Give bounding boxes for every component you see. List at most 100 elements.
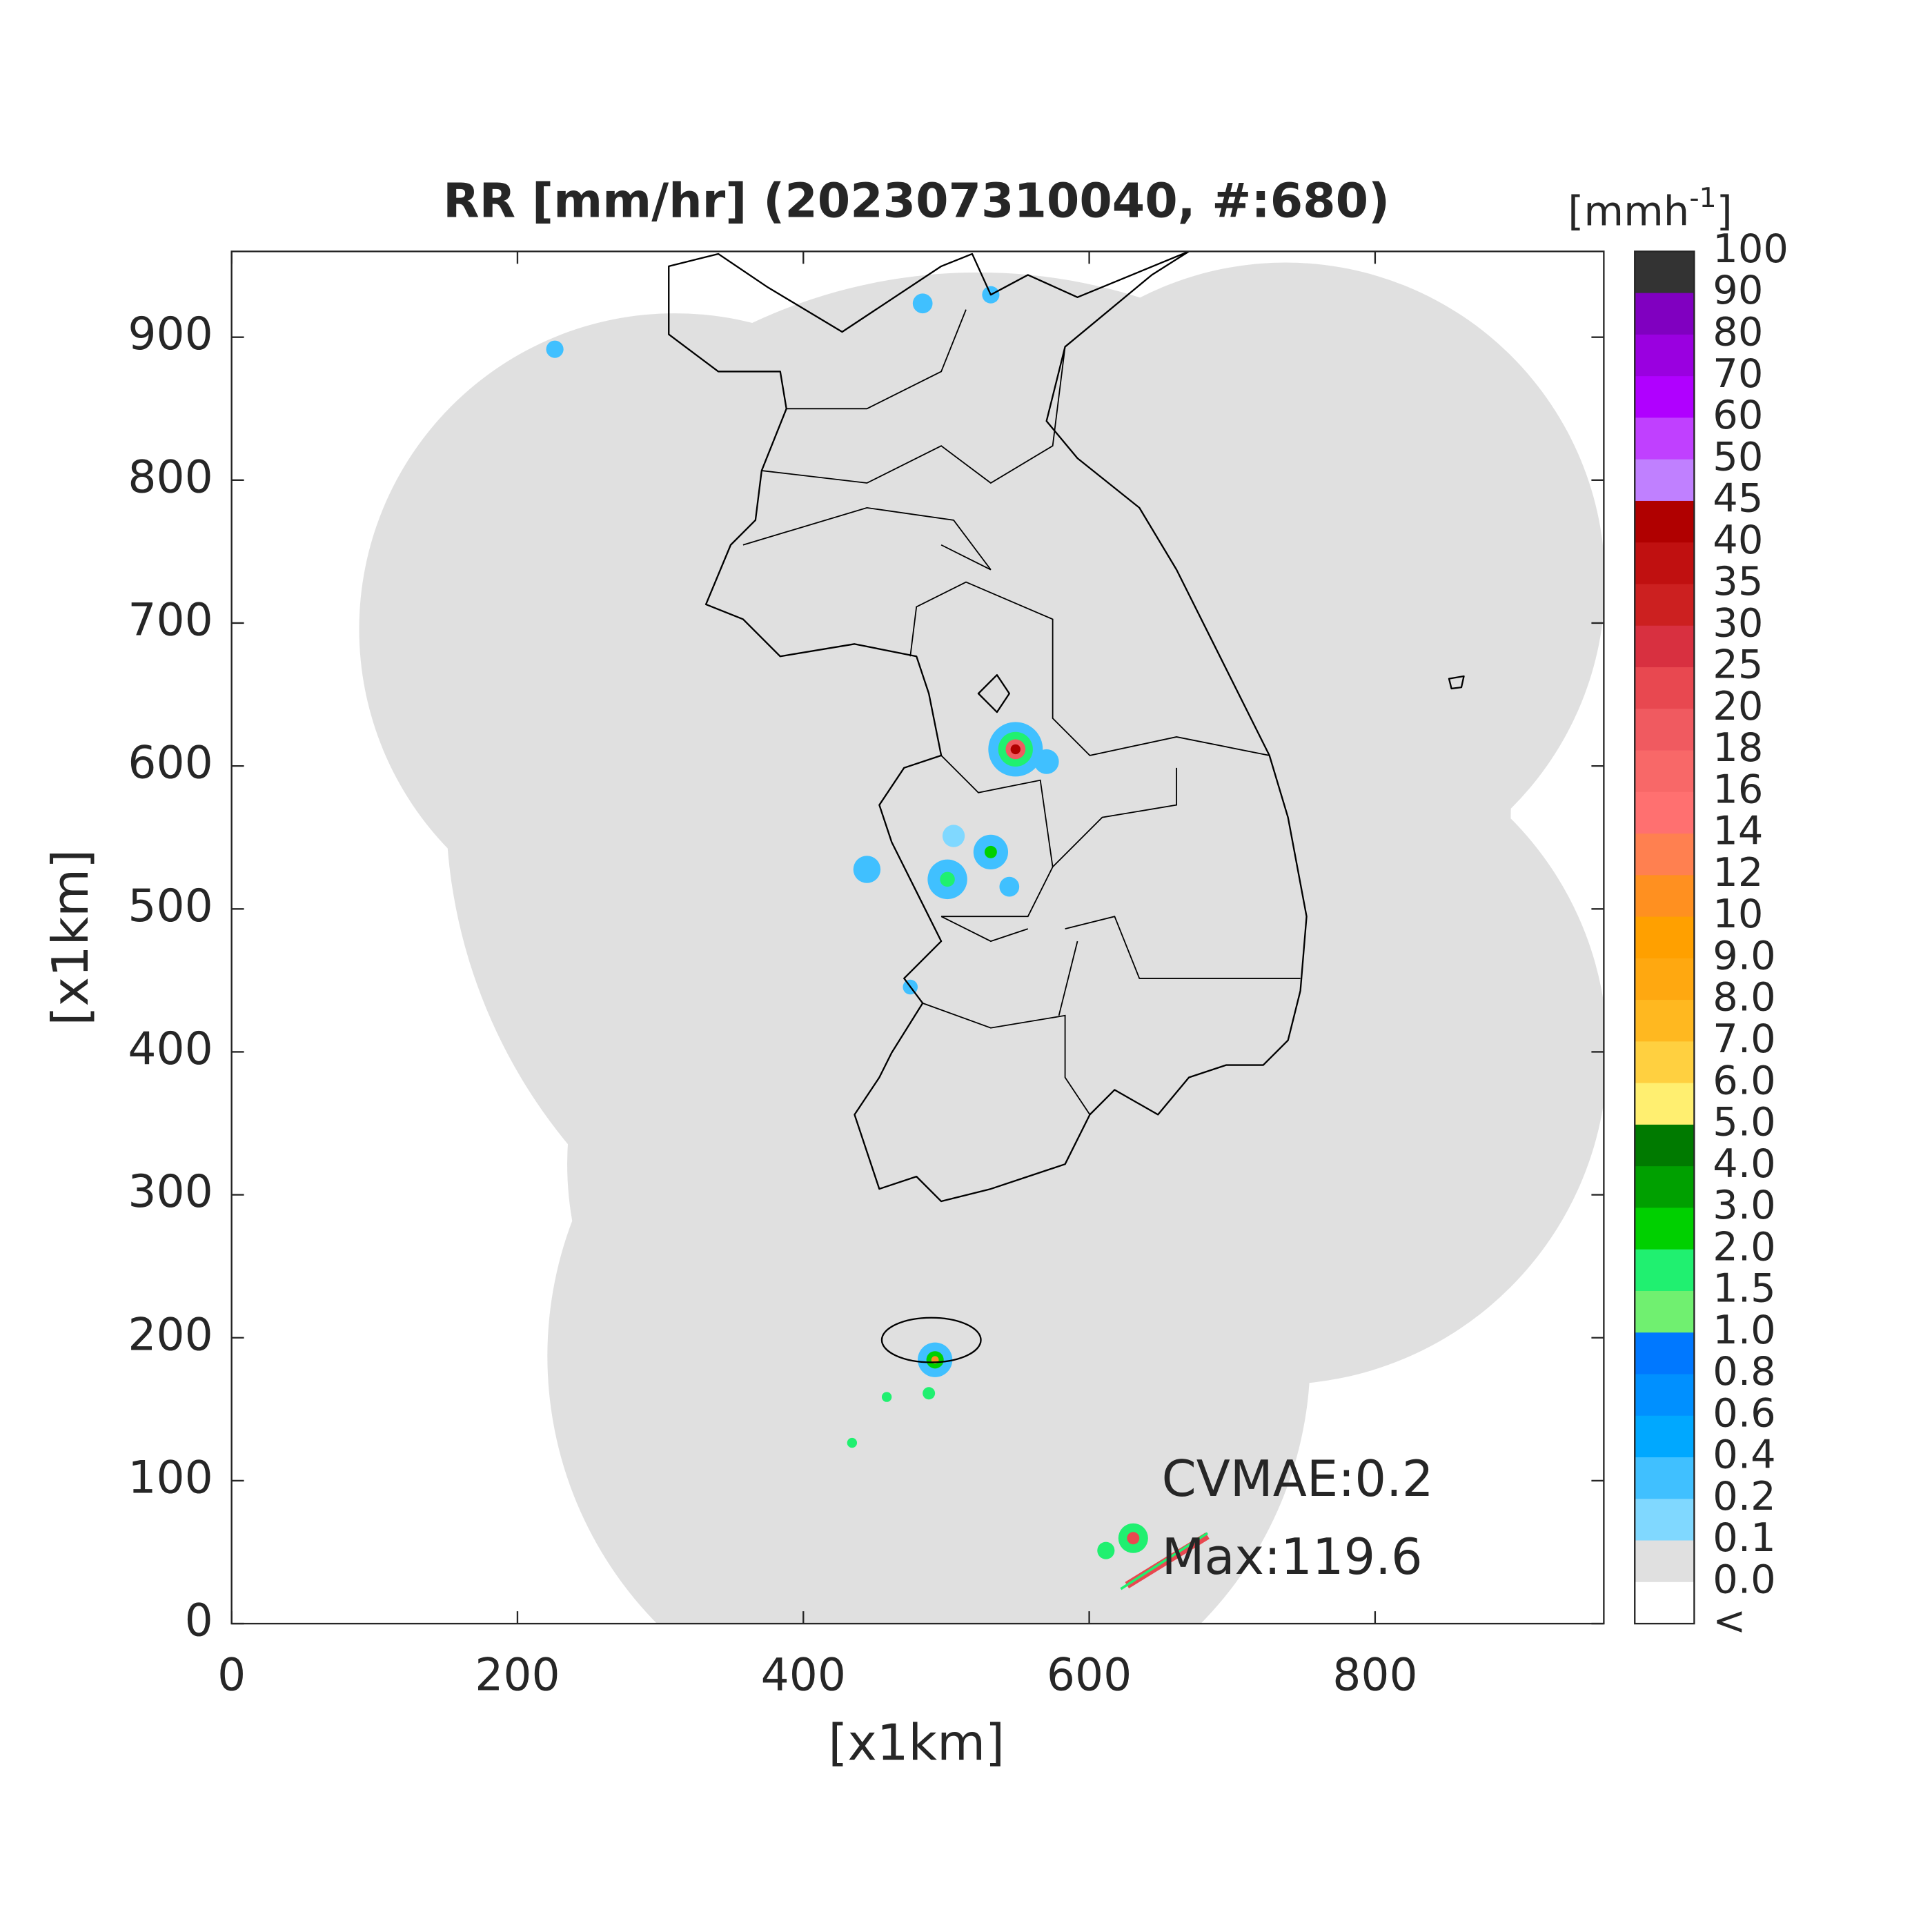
colorbar-segment bbox=[1635, 1581, 1695, 1624]
radar-coverage bbox=[359, 262, 1604, 1624]
y-tick-label: 500 bbox=[128, 880, 213, 932]
colorbar-segment bbox=[1635, 459, 1695, 502]
colorbar-segment bbox=[1635, 958, 1695, 1001]
rain-cells bbox=[546, 286, 1210, 1590]
colorbar-label: 80 bbox=[1713, 309, 1763, 355]
plot-frame bbox=[230, 250, 1605, 1625]
colorbar-segment bbox=[1635, 334, 1695, 377]
colorbar-segment bbox=[1635, 376, 1695, 419]
colorbar-label: 6.0 bbox=[1713, 1057, 1775, 1103]
colorbar-segment bbox=[1635, 1415, 1695, 1458]
colorbar-segment bbox=[1635, 1124, 1695, 1167]
colorbar-label: 0.4 bbox=[1713, 1432, 1775, 1478]
unit-close: ] bbox=[1717, 188, 1733, 235]
x-tick-label: 800 bbox=[1332, 1650, 1417, 1702]
chart-title: RR [mm/hr] (202307310040, #:680) bbox=[443, 175, 1390, 229]
annotation: Max:119.6 bbox=[1162, 1528, 1423, 1586]
colorbar-label: 20 bbox=[1713, 683, 1763, 729]
colorbar-segment bbox=[1635, 1249, 1695, 1292]
colorbar-label: 50 bbox=[1713, 433, 1763, 480]
colorbar-segment bbox=[1635, 1208, 1695, 1250]
colorbar-segment bbox=[1635, 791, 1695, 834]
x-tick-label: 200 bbox=[475, 1650, 560, 1702]
colorbar-label: 100 bbox=[1713, 226, 1788, 272]
colorbar-label: 35 bbox=[1713, 558, 1763, 604]
colorbar-label: 0.2 bbox=[1713, 1473, 1775, 1519]
colorbar-segment bbox=[1635, 625, 1695, 668]
colorbar-segment bbox=[1635, 1290, 1695, 1334]
x-tick-label: 400 bbox=[761, 1650, 846, 1702]
colorbar-segment bbox=[1635, 500, 1695, 544]
colorbar-label: 0.6 bbox=[1713, 1390, 1775, 1436]
colorbar-label: 16 bbox=[1713, 766, 1763, 812]
colorbar-label: 70 bbox=[1713, 351, 1763, 397]
unit-base: [mmh bbox=[1568, 188, 1689, 235]
colorbar-label: 60 bbox=[1713, 392, 1763, 438]
colorbar-segment bbox=[1635, 251, 1695, 294]
colorbar-segment bbox=[1635, 667, 1695, 710]
colorbar-label: 1.5 bbox=[1713, 1265, 1775, 1312]
colorbar-segment bbox=[1635, 1166, 1695, 1209]
colorbar-segment bbox=[1635, 709, 1695, 751]
y-tick-label: 300 bbox=[128, 1166, 213, 1218]
colorbar-segment bbox=[1635, 1374, 1695, 1417]
colorbar-segment bbox=[1635, 1083, 1695, 1125]
colorbar-segment bbox=[1635, 1041, 1695, 1084]
colorbar-label: 45 bbox=[1713, 475, 1763, 522]
colorbar-label: 18 bbox=[1713, 724, 1763, 771]
colorbar-label: 12 bbox=[1713, 849, 1763, 896]
colorbar-label: 8.0 bbox=[1713, 974, 1775, 1021]
x-tick-label: 0 bbox=[217, 1650, 246, 1702]
y-tick-label: 400 bbox=[128, 1023, 213, 1075]
y-tick-label: 700 bbox=[128, 595, 213, 647]
colorbar-label: 1.0 bbox=[1713, 1307, 1775, 1353]
colorbar-unit: [mmh-1] bbox=[1568, 181, 1732, 235]
colorbar-label: 4.0 bbox=[1713, 1141, 1775, 1187]
colorbar-frame bbox=[1634, 250, 1695, 1625]
colorbar-label: 10 bbox=[1713, 891, 1763, 937]
colorbar-segment bbox=[1635, 875, 1695, 918]
unit-exponent: -1 bbox=[1689, 181, 1716, 213]
colorbar-label: 30 bbox=[1713, 600, 1763, 646]
colorbar-label: 7.0 bbox=[1713, 1016, 1775, 1062]
y-tick-label: 600 bbox=[128, 738, 213, 789]
seoul-border bbox=[977, 674, 1010, 713]
y-tick-label: 900 bbox=[128, 308, 213, 360]
y-tick-label: 200 bbox=[128, 1309, 213, 1361]
colorbar-segment bbox=[1635, 1457, 1695, 1500]
colorbar-segment bbox=[1635, 417, 1695, 460]
colorbar-label: 25 bbox=[1713, 642, 1763, 688]
ulleung-island bbox=[1448, 675, 1465, 690]
colorbar-segment bbox=[1635, 1540, 1695, 1583]
colorbar-label: 3.0 bbox=[1713, 1182, 1775, 1228]
colorbar-label: 5.0 bbox=[1713, 1099, 1775, 1145]
colorbar-segment bbox=[1635, 916, 1695, 959]
colorbar-segment bbox=[1635, 293, 1695, 335]
colorbar-label: 2.0 bbox=[1713, 1223, 1775, 1270]
x-tick-label: 600 bbox=[1047, 1650, 1132, 1702]
colorbar-label: 0.0 bbox=[1713, 1556, 1775, 1602]
province-borders bbox=[742, 309, 1301, 1115]
y-tick-label: 100 bbox=[128, 1452, 213, 1504]
coastline bbox=[668, 251, 1308, 1203]
colorbar-segment bbox=[1635, 1332, 1695, 1375]
colorbar-segment bbox=[1635, 1499, 1695, 1541]
colorbar-label: 40 bbox=[1713, 517, 1763, 563]
annotation: CVMAE:0.2 bbox=[1162, 1450, 1434, 1508]
colorbar-segment bbox=[1635, 584, 1695, 627]
colorbar-label: < bbox=[1713, 1598, 1746, 1644]
y-tick-label: 0 bbox=[185, 1595, 213, 1647]
colorbar-segment bbox=[1635, 750, 1695, 793]
colorbar-label: 14 bbox=[1713, 808, 1763, 854]
x-axis-label: [x1km] bbox=[828, 1713, 1005, 1771]
colorbar-label: 0.8 bbox=[1713, 1348, 1775, 1394]
colorbar-segment bbox=[1635, 834, 1695, 876]
jeju-island bbox=[880, 1317, 982, 1363]
colorbar-segment bbox=[1635, 1000, 1695, 1043]
colorbar-segment bbox=[1635, 542, 1695, 585]
y-tick-label: 800 bbox=[128, 451, 213, 503]
map bbox=[359, 251, 1604, 1624]
colorbar-label: 90 bbox=[1713, 267, 1763, 313]
colorbar-label: 0.1 bbox=[1713, 1515, 1775, 1561]
